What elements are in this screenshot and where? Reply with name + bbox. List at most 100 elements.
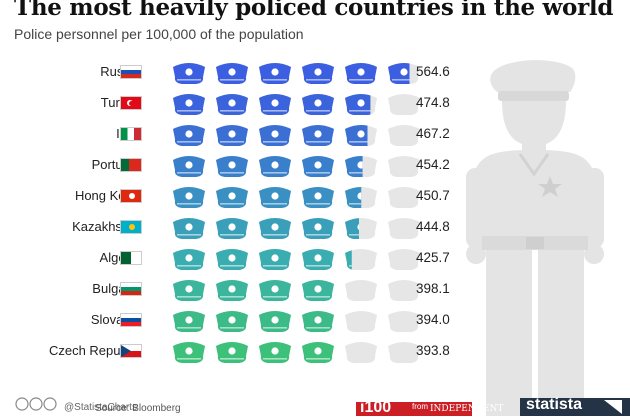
police-cap-empty-icon [388, 218, 420, 239]
cap-badge-icon [271, 223, 279, 231]
cap-visor-line [220, 141, 244, 143]
value-label: 398.1 [416, 281, 450, 296]
police-cap-icon [345, 94, 371, 115]
cap-badge-icon [400, 68, 408, 76]
cap-badge-icon [185, 285, 193, 293]
cap-visor-line [306, 234, 330, 236]
cap-badge-icon [314, 254, 322, 262]
cap-badge-icon [314, 130, 322, 138]
police-cap-icon [388, 63, 410, 84]
cap-badge-icon [357, 192, 362, 200]
turkey-flag-icon [120, 96, 142, 110]
cap-visor-line [349, 172, 363, 174]
cap-visor-line [220, 234, 244, 236]
kazakhstan-flag-icon [120, 220, 142, 234]
value-label: 450.7 [416, 188, 450, 203]
cap-visor-line [263, 327, 287, 329]
italy-flag-icon [120, 127, 142, 141]
cap-badge-icon [185, 99, 193, 107]
cap-badge-icon [185, 130, 193, 138]
cap-badge-icon [185, 161, 193, 169]
russia-flag-icon [120, 65, 142, 79]
police-cap-empty-icon [388, 311, 420, 332]
cap-visor-line [177, 234, 201, 236]
cap-visor-line [349, 234, 360, 236]
cap-badge-icon [185, 254, 193, 262]
cap-badge-icon [228, 130, 236, 138]
i100-label: i100 [360, 399, 392, 416]
cap-badge-icon [228, 68, 236, 76]
police-cap-icon [345, 250, 352, 270]
cap-visor-line [177, 79, 201, 81]
cap-visor-line [306, 141, 330, 143]
cap-visor-line [263, 141, 287, 143]
cap-visor-line [349, 141, 368, 143]
cap-badge-icon [185, 347, 193, 355]
value-label: 467.2 [416, 126, 450, 141]
cap-visor-line [263, 172, 287, 174]
value-label: 393.8 [416, 343, 450, 358]
cap-badge-icon [314, 223, 322, 231]
cap-visor-line [177, 358, 201, 360]
cap-badge-icon [185, 192, 193, 200]
police-cap-empty-icon [345, 280, 377, 301]
cap-visor-line [220, 110, 244, 112]
cap-badge-icon [314, 347, 322, 355]
cap-badge-icon [228, 316, 236, 324]
cap-badge-icon [228, 254, 236, 262]
cap-badge-icon [271, 68, 279, 76]
cap-visor-line [263, 265, 287, 267]
cap-badge-icon [185, 68, 193, 76]
police-cap-empty-icon [345, 311, 377, 332]
icon-rows [173, 63, 420, 363]
cap-visor-line [177, 203, 201, 205]
cap-visor-line [306, 358, 330, 360]
police-officer-silhouette-icon [466, 60, 604, 416]
cap-badge-icon [228, 347, 236, 355]
statista-label: statista [526, 396, 583, 413]
value-label: 394.0 [416, 312, 450, 327]
cap-visor-line [306, 203, 330, 205]
hong-kong-flag-icon [120, 189, 142, 203]
cap-visor-line [306, 172, 330, 174]
slovakia-flag-icon [120, 313, 142, 327]
chart-subtitle: Police personnel per 100,000 of the popu… [14, 26, 304, 42]
cap-visor-line [220, 358, 244, 360]
cap-badge-icon [271, 347, 279, 355]
cap-badge-icon [228, 99, 236, 107]
police-cap-empty-icon [388, 249, 420, 270]
cap-badge-icon [185, 223, 193, 231]
cap-visor-line [177, 110, 201, 112]
czech-flag-icon [120, 344, 142, 358]
police-cap-icon [345, 125, 368, 146]
police-cap-icon [345, 187, 362, 208]
country-label: Czech Republic [48, 343, 140, 358]
cap-visor-line [306, 110, 330, 112]
cap-visor-line [349, 110, 371, 112]
police-cap-empty-icon [388, 156, 420, 177]
police-cap-empty-icon [345, 342, 377, 363]
cap-visor-line [220, 296, 244, 298]
cap-badge-icon [357, 161, 363, 169]
cap-badge-icon [271, 192, 279, 200]
footer-handle: @StatistaCharts [64, 402, 137, 413]
cap-visor-line [220, 79, 244, 81]
police-cap-icon [345, 218, 360, 239]
cap-badge-icon [357, 99, 365, 107]
cap-visor-line [177, 172, 201, 174]
value-label: 454.2 [416, 157, 450, 172]
cap-badge-icon [357, 130, 365, 138]
value-label: 444.8 [416, 219, 450, 234]
cap-visor-line [263, 203, 287, 205]
cap-visor-line [263, 358, 287, 360]
cap-visor-line [177, 327, 201, 329]
cap-badge-icon [271, 316, 279, 324]
cap-visor-line [220, 327, 244, 329]
algeria-flag-icon [120, 251, 142, 265]
cap-badge-icon [228, 223, 236, 231]
cap-visor-line [349, 79, 373, 81]
cap-visor-line [306, 79, 330, 81]
police-cap-empty-icon [388, 342, 420, 363]
cap-badge-icon [357, 223, 360, 231]
